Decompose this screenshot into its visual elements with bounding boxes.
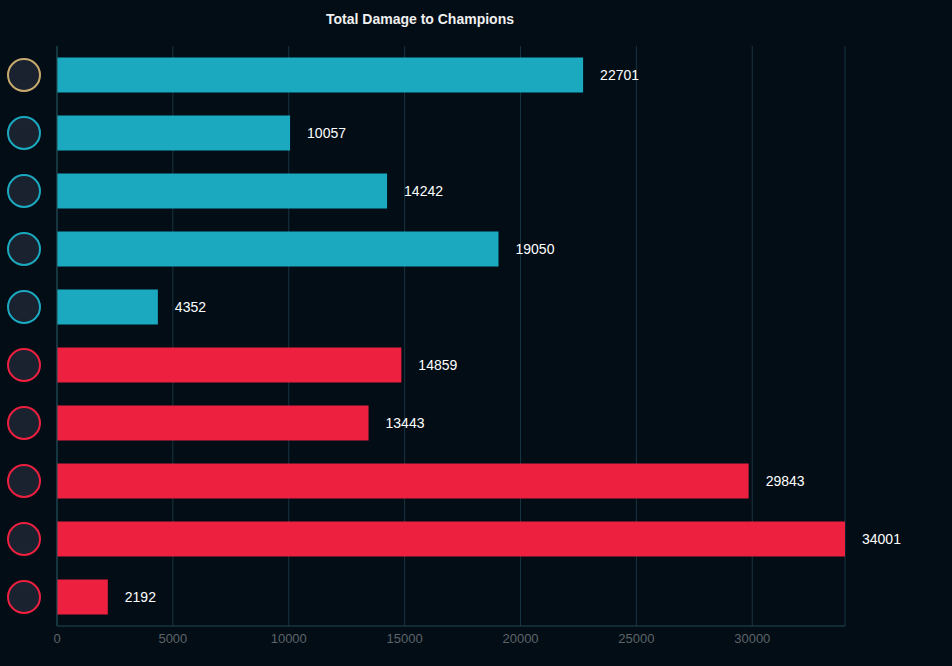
- svg-text:15000: 15000: [387, 631, 423, 646]
- svg-text:30000: 30000: [734, 631, 770, 646]
- svg-text:14859: 14859: [418, 357, 457, 373]
- svg-text:13443: 13443: [386, 415, 425, 431]
- svg-text:25000: 25000: [618, 631, 654, 646]
- svg-text:10057: 10057: [307, 125, 346, 141]
- svg-text:0: 0: [53, 631, 60, 646]
- html-text:Total Damage to Champions: Total Damage to Champions: [326, 11, 514, 27]
- svg-text:10000: 10000: [271, 631, 307, 646]
- svg-text:5000: 5000: [158, 631, 187, 646]
- svg-text:22701: 22701: [600, 67, 639, 83]
- svg-text:29843: 29843: [766, 473, 805, 489]
- svg-text:34001: 34001: [862, 531, 901, 547]
- svg-text:14242: 14242: [404, 183, 443, 199]
- svg-text:20000: 20000: [502, 631, 538, 646]
- svg-text:19050: 19050: [515, 241, 554, 257]
- svg-text:2192: 2192: [125, 589, 156, 605]
- svg-text:4352: 4352: [175, 299, 206, 315]
